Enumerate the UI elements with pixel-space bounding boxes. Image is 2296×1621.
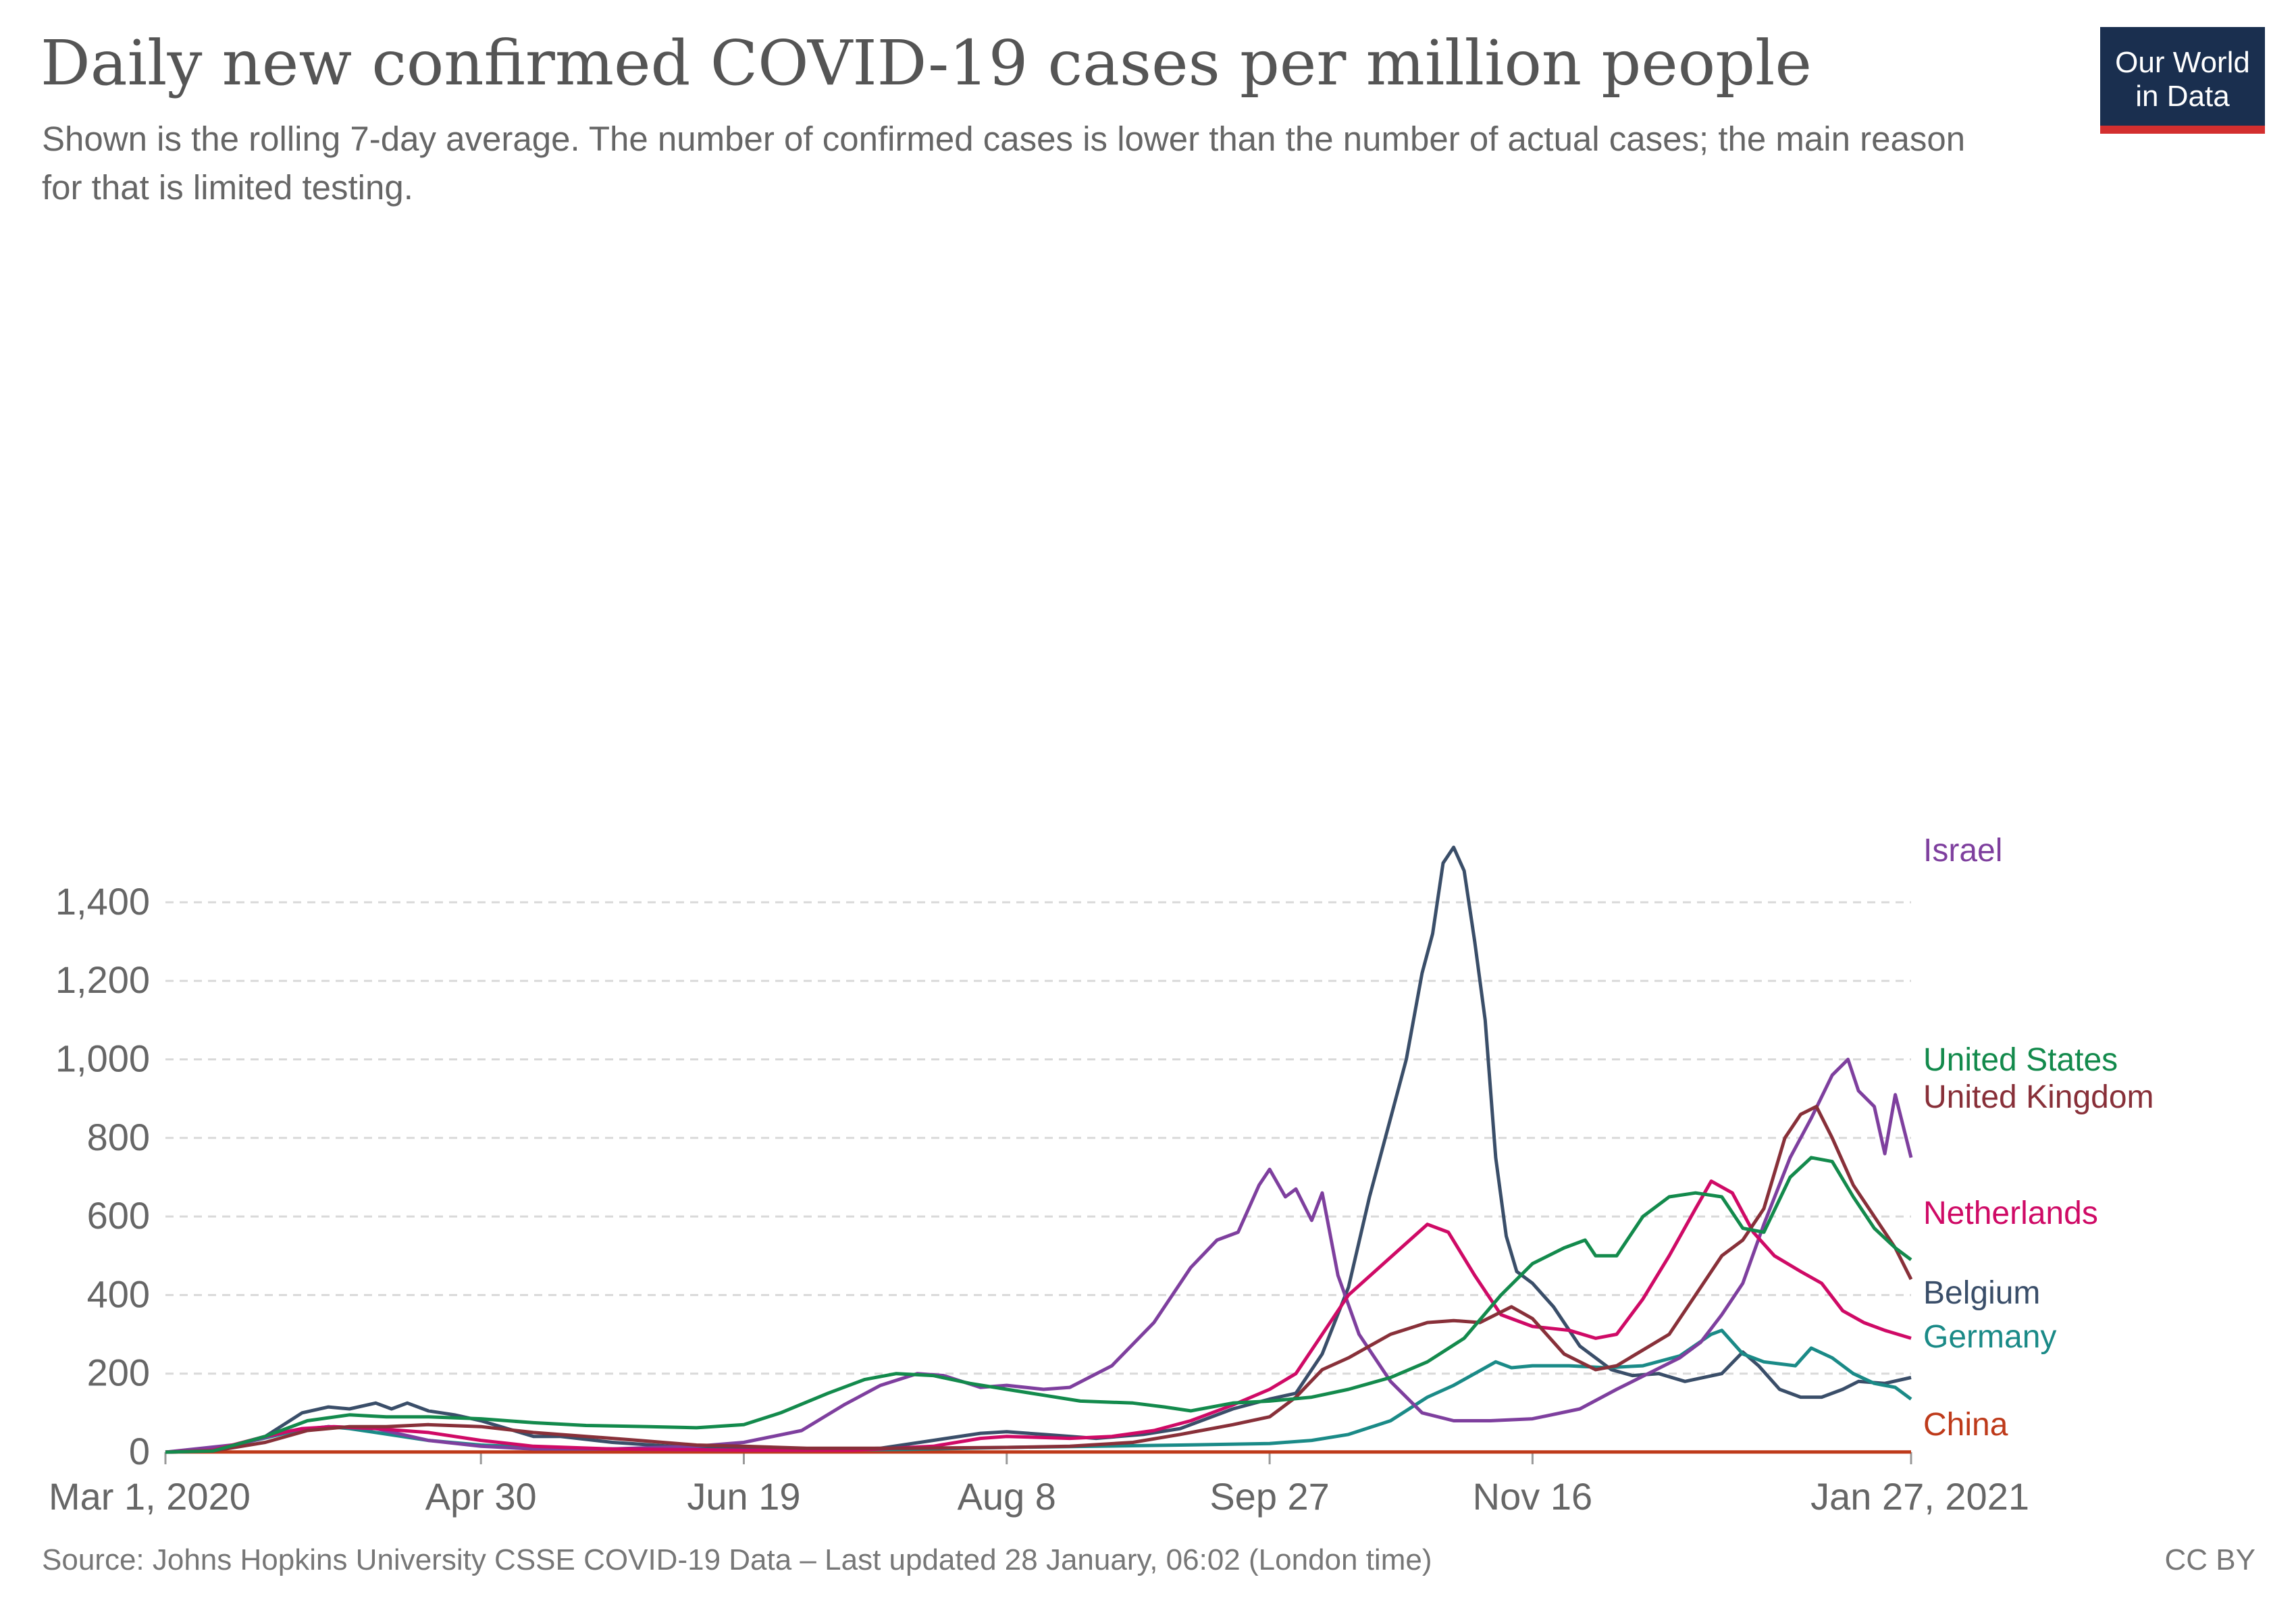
chart-subtitle: Shown is the rolling 7-day average. The … [42, 120, 1966, 207]
series-lines [165, 846, 1913, 1454]
x-tick-label: Mar 1, 2020 [49, 1475, 251, 1518]
y-tick-label: 400 [87, 1272, 150, 1315]
x-tick-label: Jun 19 [687, 1475, 800, 1518]
gridlines [165, 901, 1911, 1375]
y-tick-label: 600 [87, 1194, 150, 1237]
series-label-united-states[interactable]: United States [1923, 1042, 2118, 1078]
x-tick-label: Jan 27, 2021 [1810, 1475, 2029, 1518]
y-axis: 0 200 400 600 800 1,000 1,200 1,400 [55, 880, 150, 1472]
y-tick-label: 1,000 [55, 1037, 150, 1080]
series-label-israel[interactable]: Israel [1923, 833, 2002, 869]
x-tick-label: Aug 8 [958, 1475, 1056, 1518]
y-tick-label: 1,400 [55, 880, 150, 923]
series-labels: Belgium China Germany Israel Netherlands Unit… [1923, 833, 2154, 1443]
series-line-united-states[interactable] [165, 1156, 1912, 1454]
series-label-united-kingdom[interactable]: United Kingdom [1923, 1079, 2154, 1115]
series-label-netherlands[interactable]: Netherlands [1923, 1195, 2098, 1231]
logo-line-2: in Data [2135, 80, 2230, 113]
y-tick-label: 200 [87, 1352, 150, 1394]
y-tick-label: 800 [87, 1116, 150, 1158]
chart-title: Daily new confirmed COVID-19 cases per m… [41, 27, 1812, 99]
series-label-belgium[interactable]: Belgium [1923, 1275, 2040, 1311]
x-tick-label: Nov 16 [1473, 1475, 1592, 1518]
series-label-china[interactable]: China [1923, 1407, 2008, 1443]
x-axis: Mar 1, 2020 Apr 30 Jun 19 Aug 8 Sep 27 Nov 16… [49, 1451, 2029, 1518]
series-line-netherlands[interactable] [165, 1179, 1912, 1454]
y-tick-label: 0 [129, 1430, 150, 1472]
y-tick-label: 1,200 [55, 958, 150, 1001]
series-line-belgium[interactable] [165, 846, 1912, 1454]
source-note: Source: Johns Hopkins University CSSE CO… [42, 1543, 1432, 1576]
series-label-germany[interactable]: Germany [1923, 1319, 2056, 1355]
x-tick-label: Apr 30 [425, 1475, 537, 1518]
x-tick-label: Sep 27 [1209, 1475, 1330, 1518]
series-line-united-kingdom[interactable] [165, 1104, 1913, 1454]
logo-line-1: Our World [2115, 46, 2250, 79]
owid-logo[interactable]: Our World in Data [2100, 27, 2265, 134]
license-link[interactable]: CC BY [2164, 1543, 2255, 1576]
